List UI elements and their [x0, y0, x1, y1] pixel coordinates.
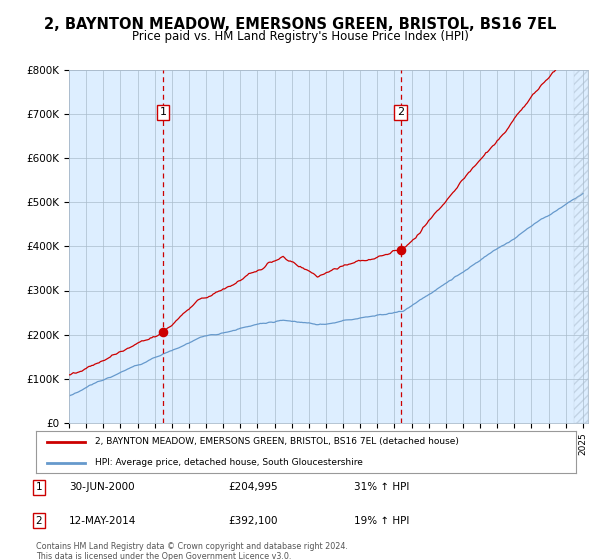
- Text: 1: 1: [35, 482, 43, 492]
- Text: 2: 2: [397, 108, 404, 118]
- Text: 12-MAY-2014: 12-MAY-2014: [69, 516, 136, 526]
- Text: Contains HM Land Registry data © Crown copyright and database right 2024.
This d: Contains HM Land Registry data © Crown c…: [36, 542, 348, 560]
- Text: 2: 2: [35, 516, 43, 526]
- Text: HPI: Average price, detached house, South Gloucestershire: HPI: Average price, detached house, Sout…: [95, 458, 363, 467]
- Text: 19% ↑ HPI: 19% ↑ HPI: [354, 516, 409, 526]
- Point: [158, 328, 168, 337]
- Text: 1: 1: [160, 108, 167, 118]
- Text: 2, BAYNTON MEADOW, EMERSONS GREEN, BRISTOL, BS16 7EL (detached house): 2, BAYNTON MEADOW, EMERSONS GREEN, BRIST…: [95, 437, 459, 446]
- Text: 2, BAYNTON MEADOW, EMERSONS GREEN, BRISTOL, BS16 7EL: 2, BAYNTON MEADOW, EMERSONS GREEN, BRIST…: [44, 17, 556, 32]
- Text: 30-JUN-2000: 30-JUN-2000: [69, 482, 134, 492]
- Text: Price paid vs. HM Land Registry's House Price Index (HPI): Price paid vs. HM Land Registry's House …: [131, 30, 469, 43]
- Point: [396, 245, 406, 254]
- Text: £204,995: £204,995: [228, 482, 278, 492]
- Text: £392,100: £392,100: [228, 516, 277, 526]
- Text: 31% ↑ HPI: 31% ↑ HPI: [354, 482, 409, 492]
